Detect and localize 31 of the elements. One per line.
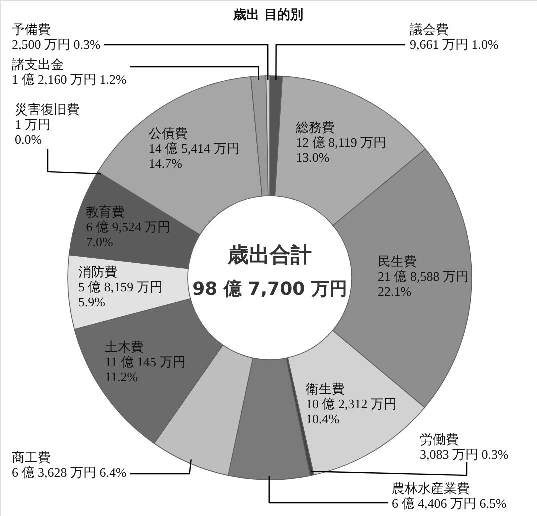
- data-label: 12 億 8,119 万円 13.0%: [296, 134, 387, 165]
- slice-label: 消防費: [78, 264, 118, 280]
- data-label: 6 億 4,406 万円 6.5%: [392, 496, 507, 511]
- slice-label: 公債費: [148, 126, 188, 142]
- slice-label: 労働費: [420, 432, 459, 447]
- data-label: 11 億 145 万円 11.2%: [105, 354, 186, 384]
- data-label: 9,661 万円 1.0%: [410, 37, 499, 52]
- slice-label: 商工費: [12, 450, 51, 465]
- data-label: 6 億 3,628 万円 6.4%: [12, 465, 127, 480]
- data-label: 21 億 8,588 万円 22.1%: [378, 268, 469, 299]
- chart-title: 歳出 目的別: [232, 8, 304, 23]
- text: 98 億 7,700 万円: [192, 279, 348, 300]
- text: 1 万円 0.0%: [15, 117, 51, 147]
- category-label: 災害復旧費: [15, 102, 80, 117]
- data-label: 2,500 万円 0.3%: [12, 37, 101, 52]
- slice-label: 土木費: [105, 339, 144, 354]
- slice-label: 予備費: [12, 22, 51, 37]
- slice-label: 教育費: [86, 204, 126, 220]
- data-label: 6 億 9,524 万円 7.0%: [86, 219, 171, 250]
- slice-label: 農林水産業費: [392, 481, 470, 496]
- slice-label: 民生費: [378, 254, 417, 269]
- data-label: 10 億 2,312 万円 10.4%: [306, 396, 397, 427]
- slice-label: 諸支出金: [12, 57, 64, 72]
- data-label: 1 億 2,160 万円 1.2%: [12, 72, 127, 87]
- text: 歳出合計: [227, 243, 312, 267]
- slice-label: 衛生費: [306, 382, 345, 397]
- data-label: 5 億 8,159 万円 5.9%: [78, 279, 163, 310]
- data-label: 3,083 万円 0.3%: [420, 447, 509, 462]
- data-label: 14 億 5,414 万円 14.7%: [148, 141, 240, 172]
- slice-label: 総務費: [295, 120, 336, 135]
- slice-label: 議会費: [410, 22, 449, 37]
